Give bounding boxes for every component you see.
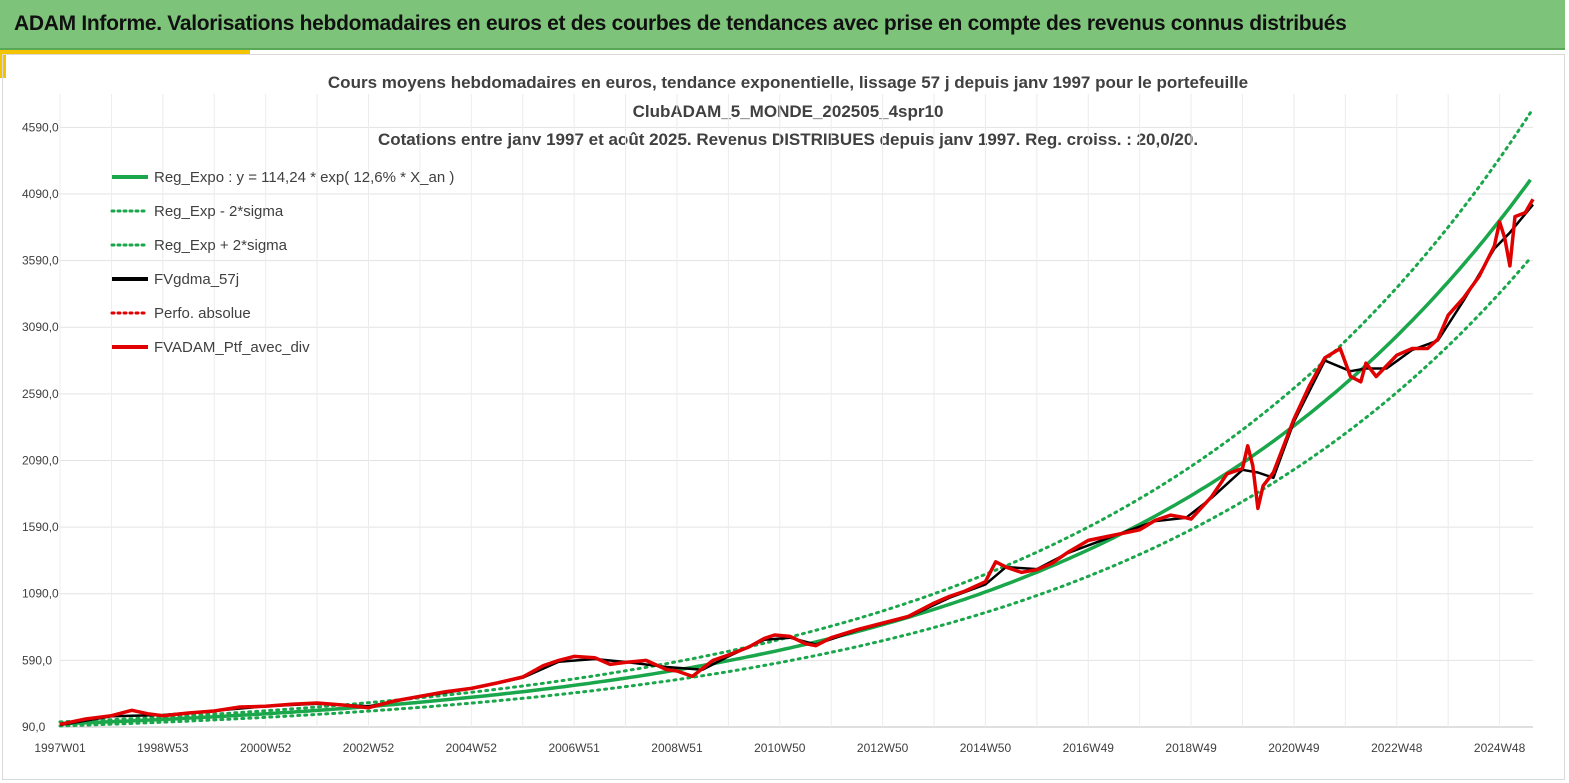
series-reg-expo [59, 178, 1532, 726]
chart-frame [2, 54, 1565, 780]
series-fvadam-ptf-avec-div [59, 198, 1535, 727]
chart-title-line-3: Cotations entre janv 1997 et août 2025. … [378, 130, 1198, 149]
x-tick-label: 2002W52 [343, 741, 395, 755]
plot-area [58, 111, 1535, 728]
y-tick-label: 1590,0 [22, 520, 59, 534]
x-tick-label: 2012W50 [857, 741, 909, 755]
x-tick-label: 2020W49 [1268, 741, 1320, 755]
legend-label: FVgdma_57j [154, 271, 239, 288]
chart-title-line-1: Cours moyens hebdomadaires en euros, ten… [328, 73, 1248, 92]
x-tick-label: 1997W01 [34, 741, 86, 755]
y-tick-label: 1090,0 [22, 587, 59, 601]
x-tick-label: 1998W53 [137, 741, 189, 755]
legend-label: Reg_Exp + 2*sigma [154, 237, 288, 254]
y-tick-label: 590,0 [22, 653, 52, 667]
legend-label: Reg_Expo : y = 114,24 * exp( 12,6% * X_a… [154, 169, 454, 186]
series-reg-exp-plus-2sigma [58, 111, 1532, 724]
x-tick-label: 2006W51 [548, 741, 600, 755]
legend-label: Reg_Exp - 2*sigma [154, 203, 284, 220]
x-tick-label: 2004W52 [446, 741, 498, 755]
y-tick-label: 3590,0 [22, 254, 59, 268]
x-tick-label: 2010W50 [754, 741, 806, 755]
y-tick-label: 3090,0 [22, 320, 59, 334]
y-tick-label: 2090,0 [22, 453, 59, 467]
grid [59, 94, 1533, 728]
series-reg-exp-minus-2sigma [58, 256, 1532, 728]
page-title: ADAM Informe. Valorisations hebdomadaire… [14, 12, 1347, 35]
header-banner: ADAM Informe. Valorisations hebdomadaire… [0, 0, 1565, 50]
x-tick-label: 2022W48 [1371, 741, 1423, 755]
x-tick-label: 2024W48 [1474, 741, 1526, 755]
x-tick-label: 2008W51 [651, 741, 703, 755]
y-axis: 90,0 590,0 1090,0 1590,0 2090,0 2590,0 3090,0 3… [22, 120, 59, 734]
x-tick-label: 2000W52 [240, 741, 292, 755]
legend-label: FVADAM_Ptf_avec_div [154, 339, 310, 356]
x-tick-label: 2018W49 [1165, 741, 1217, 755]
x-axis: 1997W01 1998W53 2000W52 2002W52 2004W52 2006W… [34, 741, 1525, 755]
legend: Reg_Expo : y = 114,24 * exp( 12,6% * X_a… [110, 169, 454, 356]
legend-label: Perfo. absolue [154, 305, 251, 322]
accent-bar-top [0, 50, 250, 54]
y-tick-label: 90,0 [22, 720, 46, 734]
y-tick-label: 4090,0 [22, 187, 59, 201]
accent-bar-left [0, 50, 6, 78]
x-tick-label: 2014W50 [960, 741, 1012, 755]
y-tick-label: 2590,0 [22, 387, 59, 401]
y-tick-label: 4590,0 [22, 120, 59, 134]
chart-title-line-2: ClubADAM_5_MONDE_202505_4spr10 [633, 102, 944, 121]
x-tick-label: 2016W49 [1063, 741, 1115, 755]
